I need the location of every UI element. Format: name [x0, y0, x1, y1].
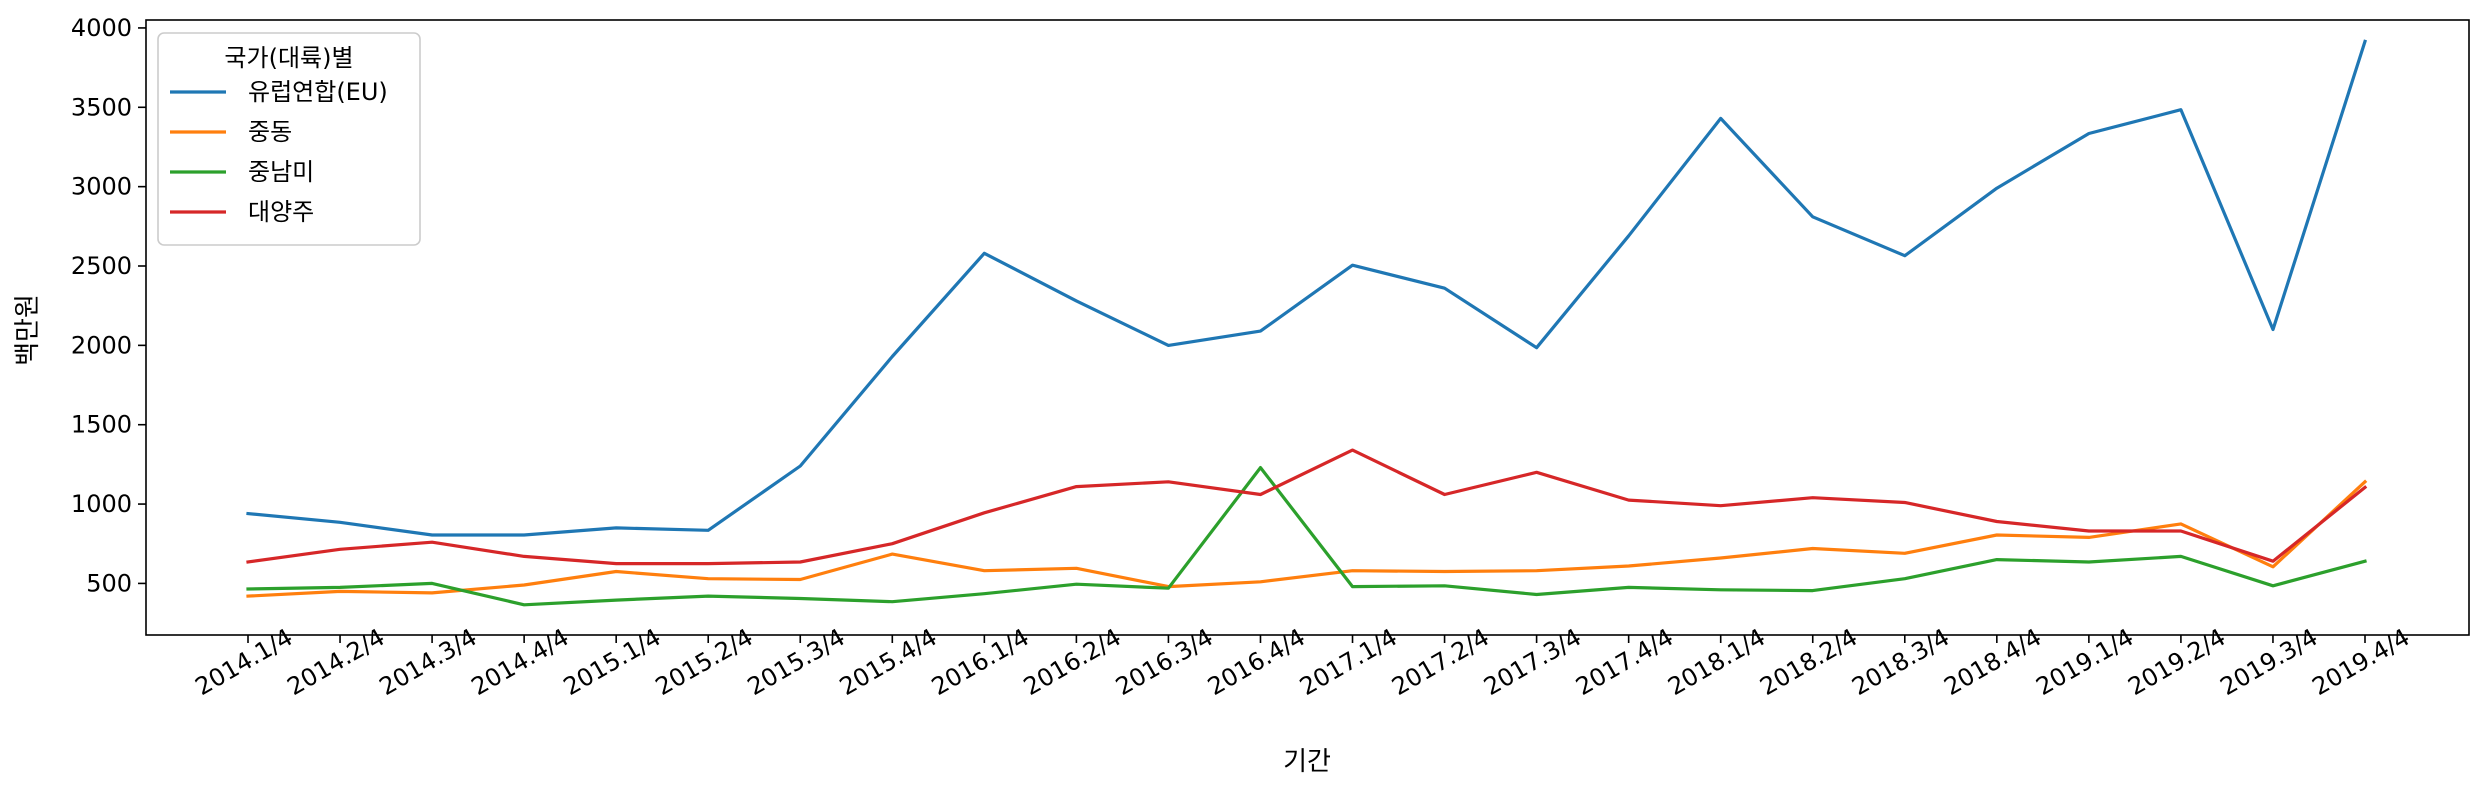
series-line-0 — [246, 39, 2368, 537]
y-tick-label: 3000 — [71, 173, 132, 201]
legend-entry-3: 대양주 — [248, 198, 314, 226]
y-tick-label: 2500 — [71, 252, 132, 280]
y-tick-label: 1500 — [71, 411, 132, 439]
y-tick-label: 500 — [86, 569, 132, 597]
series-line-3 — [246, 448, 2368, 566]
plot-area-frame — [145, 19, 2470, 636]
y-tick-label: 1000 — [71, 490, 132, 518]
legend-entry-1: 중동 — [248, 118, 292, 146]
y-tick-label: 3500 — [71, 93, 132, 121]
legend-title: 국가(대륙)별 — [224, 44, 353, 72]
legend-entry-0: 유럽연합(EU) — [248, 78, 388, 106]
y-axis: 500 1000 1500 2000 2500 3000 3500 4000 — [71, 14, 146, 597]
y-tick-label: 4000 — [71, 14, 132, 42]
series-layer — [246, 39, 2368, 607]
legend-entry-2: 중남미 — [248, 158, 314, 186]
legend-box — [157, 32, 421, 246]
y-tick-label: 2000 — [71, 331, 132, 359]
x-axis-label: 기간 — [1283, 747, 1331, 777]
series-line-2 — [246, 466, 2367, 607]
series-line-1 — [246, 479, 2368, 598]
y-axis-label: 백만원 — [13, 294, 43, 366]
